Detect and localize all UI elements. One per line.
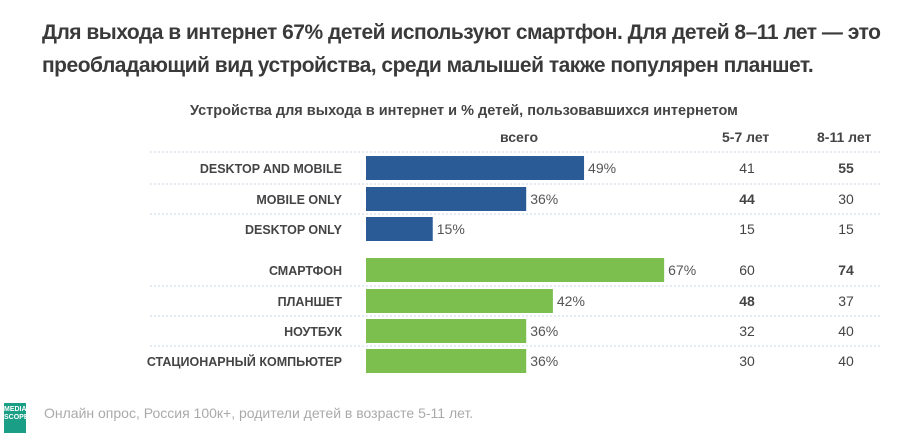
age-5-7-value: 30 [739, 353, 755, 369]
age-8-11-value: 40 [838, 323, 854, 339]
bar-value-label: 67% [668, 262, 696, 278]
category-label: СМАРТФОН [269, 264, 342, 278]
bar [366, 349, 527, 373]
chart-title: Устройства для выхода в интернет и % дет… [190, 103, 738, 119]
bar [366, 258, 665, 282]
age-8-11-value: 15 [838, 221, 854, 237]
age-8-11-value: 37 [838, 293, 854, 309]
bar [366, 217, 433, 241]
category-label: DESKTOP AND MOBILE [200, 162, 342, 176]
category-label: DESKTOP ONLY [245, 223, 343, 237]
category-label: MOBILE ONLY [256, 193, 342, 207]
category-label: СТАЦИОНАРНЫЙ КОМПЬЮТЕР [147, 354, 342, 369]
age-5-7-value: 44 [739, 191, 755, 207]
bar-value-label: 15% [437, 221, 465, 237]
age-8-11-value: 55 [838, 160, 854, 176]
bar [366, 187, 527, 211]
header-8-11: 8-11 лет [817, 129, 872, 145]
category-label: НОУТБУК [284, 325, 342, 339]
header-5-7: 5-7 лет [722, 129, 770, 145]
age-5-7-value: 60 [739, 262, 755, 278]
bar [366, 156, 585, 180]
bar-value-label: 42% [557, 293, 585, 309]
age-8-11-value: 74 [838, 262, 854, 278]
age-8-11-value: 40 [838, 353, 854, 369]
header-total: всего [500, 129, 539, 145]
headline: Для выхода в интернет 67% детей использу… [42, 21, 881, 77]
age-8-11-value: 30 [838, 191, 854, 207]
age-5-7-value: 41 [739, 160, 755, 176]
bar-value-label: 36% [530, 191, 558, 207]
bar-value-label: 36% [530, 353, 558, 369]
bar [366, 289, 553, 313]
bar [366, 319, 527, 343]
bar-value-label: 49% [588, 160, 616, 176]
bar-value-label: 36% [530, 323, 558, 339]
source-note: Онлайн опрос, Россия 100к+, родители дет… [44, 405, 474, 421]
mediascope-logo: MEDIA SCOPE [4, 403, 29, 433]
category-label: ПЛАНШЕТ [278, 295, 343, 309]
age-5-7-value: 32 [739, 323, 755, 339]
age-5-7-value: 15 [739, 221, 755, 237]
age-5-7-value: 48 [739, 293, 755, 309]
